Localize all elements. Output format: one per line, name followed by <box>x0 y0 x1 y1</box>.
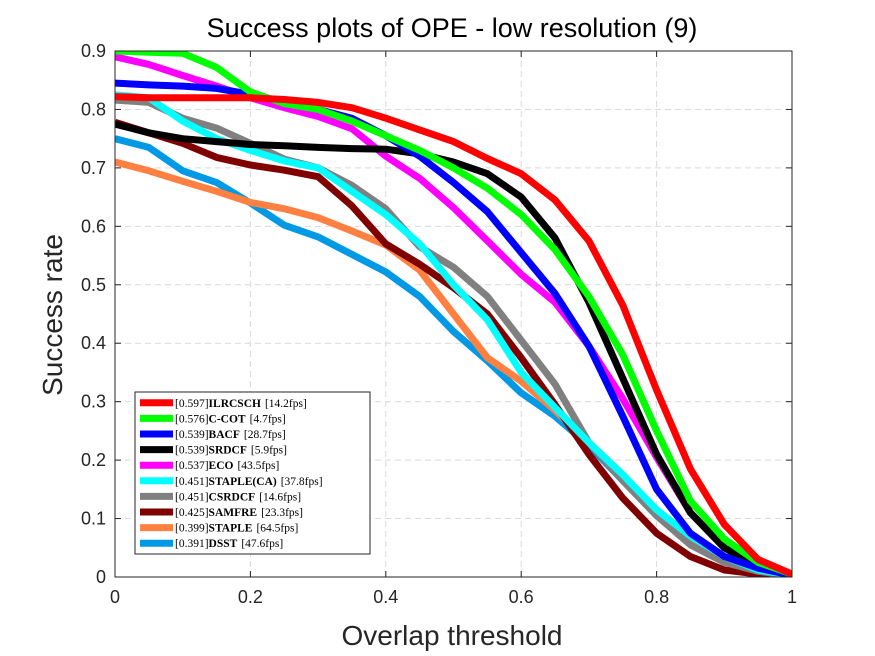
y-tick-label: 0.9 <box>81 41 106 61</box>
series-line-srdcf <box>115 120 792 577</box>
y-tick-label: 0.6 <box>81 216 106 236</box>
legend-entry-staple: [0.399]STAPLE [64.5fps] <box>175 523 298 535</box>
x-tick-label: 0 <box>110 587 120 607</box>
legend-entry-dsst: [0.391]DSST [47.6fps] <box>175 538 283 550</box>
legend-speed: [14.2fps] <box>265 398 307 410</box>
x-axis-label: Overlap threshold <box>341 620 562 651</box>
legend-score: [0.576] <box>175 413 209 425</box>
x-tick-label: 0.8 <box>644 587 669 607</box>
legend-speed: [28.7fps] <box>244 429 286 441</box>
legend-score: [0.425] <box>175 507 209 519</box>
series-line-bacf <box>115 79 792 577</box>
legend-entry-srdcf: [0.539]SRDCF [5.9fps] <box>175 445 287 457</box>
legend-speed: [64.5fps] <box>256 523 298 535</box>
x-tick-label: 0.4 <box>373 587 398 607</box>
series-lines <box>115 51 792 577</box>
legend-speed: [5.9fps] <box>251 445 287 457</box>
x-tick-label: 0.6 <box>509 587 534 607</box>
legend: [0.597]ILRCSCH [14.2fps] [0.576]C-COT [4.7f… <box>134 391 371 555</box>
legend-speed: [23.3fps] <box>261 507 303 519</box>
axes-frame <box>114 50 793 578</box>
legend-score: [0.399] <box>175 523 209 535</box>
legend-score: [0.451] <box>175 491 209 503</box>
x-tick-label: 1 <box>787 587 797 607</box>
x-tick-label: 0.2 <box>238 587 263 607</box>
legend-score: [0.451] <box>175 476 209 488</box>
legend-tracker-name: SRDCF <box>209 445 247 457</box>
legend-entry-staple-ca: [0.451]STAPLE(CA) [37.8fps] <box>175 476 323 488</box>
y-tick-label: 0.7 <box>81 158 106 178</box>
legend-entry-samfre: [0.425]SAMFRE [23.3fps] <box>175 507 303 519</box>
y-tick-label: 0.8 <box>81 99 106 119</box>
legend-tracker-name: BACF <box>209 429 240 441</box>
series-line-ilrcsch <box>115 93 792 577</box>
legend-tracker-name: ECO <box>209 460 234 472</box>
series-line-c-cot <box>115 51 792 577</box>
legend-speed: [14.6fps] <box>259 491 301 503</box>
legend-tracker-name: CSRDCF <box>209 491 256 503</box>
legend-tracker-name: STAPLE <box>209 523 253 535</box>
legend-tracker-name: STAPLE(CA) <box>209 476 277 488</box>
y-tick-label: 0 <box>96 567 106 587</box>
legend-entry-bacf: [0.539]BACF [28.7fps] <box>175 429 286 441</box>
legend-speed: [37.8fps] <box>281 476 323 488</box>
legend-score: [0.539] <box>175 429 209 441</box>
legend-speed: [43.5fps] <box>237 460 279 472</box>
axis-ticks: 0 0.2 0.4 0.6 0.8 1 0 0.1 0.2 0.3 0.4 0.5 0.6 0.7 0.8 0… <box>81 41 797 607</box>
y-axis-label: Success rate <box>37 234 68 396</box>
y-tick-label: 0.3 <box>81 392 106 412</box>
legend-score: [0.537] <box>175 460 209 472</box>
series-line-csrdcf <box>115 96 792 577</box>
chart-title: Success plots of OPE - low resolution (9… <box>207 13 698 43</box>
legend-entry-csrdcf: [0.451]CSRDCF [14.6fps] <box>175 491 301 503</box>
legend-speed: [47.6fps] <box>241 538 283 550</box>
legend-tracker-name: ILRCSCH <box>209 398 261 410</box>
y-tick-label: 0.5 <box>81 275 106 295</box>
y-tick-label: 0.1 <box>81 509 106 529</box>
legend-speed: [4.7fps] <box>250 413 286 425</box>
legend-entry-c-cot: [0.576]C-COT [4.7fps] <box>175 413 286 425</box>
legend-score: [0.597] <box>175 398 209 410</box>
legend-entry-eco: [0.537]ECO [43.5fps] <box>175 460 279 472</box>
legend-tracker-name: SAMFRE <box>209 507 258 519</box>
legend-tracker-name: DSST <box>209 538 238 550</box>
legend-box <box>134 391 371 555</box>
y-tick-label: 0.2 <box>81 450 106 470</box>
legend-entry-ilrcsch: [0.597]ILRCSCH [14.2fps] <box>175 398 307 410</box>
y-tick-label: 0.4 <box>81 333 106 353</box>
legend-score: [0.539] <box>175 445 209 457</box>
legend-tracker-name: C-COT <box>209 413 246 425</box>
legend-score: [0.391] <box>175 538 209 550</box>
